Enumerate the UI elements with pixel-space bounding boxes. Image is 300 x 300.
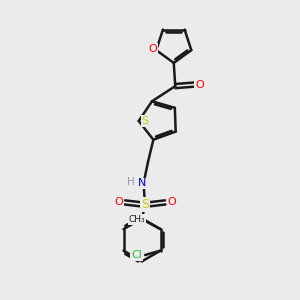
Text: S: S [142, 116, 149, 126]
Text: S: S [141, 198, 149, 211]
Text: O: O [148, 44, 157, 54]
Text: O: O [114, 197, 123, 207]
Text: CH₃: CH₃ [128, 215, 145, 224]
Text: N: N [138, 178, 146, 188]
Text: O: O [167, 197, 176, 207]
Text: H: H [127, 177, 135, 187]
Text: O: O [195, 80, 204, 90]
Text: Cl: Cl [131, 250, 142, 260]
